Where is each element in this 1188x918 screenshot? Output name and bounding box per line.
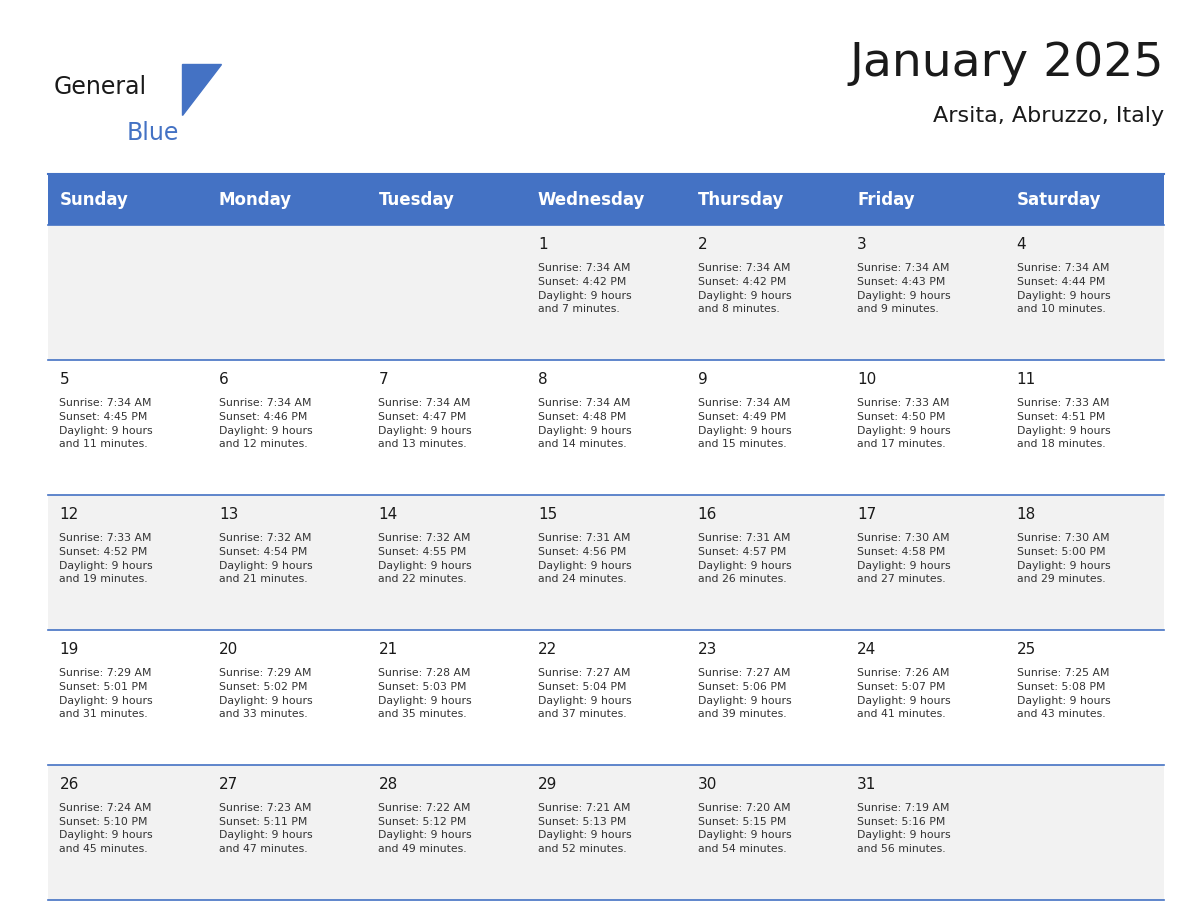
Text: Sunrise: 7:34 AM
Sunset: 4:43 PM
Daylight: 9 hours
and 9 minutes.: Sunrise: 7:34 AM Sunset: 4:43 PM Dayligh…	[857, 263, 950, 314]
Text: Sunrise: 7:25 AM
Sunset: 5:08 PM
Daylight: 9 hours
and 43 minutes.: Sunrise: 7:25 AM Sunset: 5:08 PM Dayligh…	[1017, 668, 1111, 719]
Text: Saturday: Saturday	[1017, 191, 1101, 208]
Text: Friday: Friday	[857, 191, 915, 208]
Text: 20: 20	[219, 642, 238, 656]
Text: 1: 1	[538, 237, 548, 252]
Polygon shape	[182, 64, 221, 115]
Bar	[48, 360, 1164, 495]
Text: 27: 27	[219, 777, 238, 791]
Text: 5: 5	[59, 372, 69, 386]
Text: 28: 28	[379, 777, 398, 791]
Text: Tuesday: Tuesday	[379, 191, 454, 208]
Text: 9: 9	[697, 372, 707, 386]
Text: Sunrise: 7:34 AM
Sunset: 4:44 PM
Daylight: 9 hours
and 10 minutes.: Sunrise: 7:34 AM Sunset: 4:44 PM Dayligh…	[1017, 263, 1111, 314]
Text: 30: 30	[697, 777, 716, 791]
Text: Sunrise: 7:31 AM
Sunset: 4:56 PM
Daylight: 9 hours
and 24 minutes.: Sunrise: 7:31 AM Sunset: 4:56 PM Dayligh…	[538, 533, 632, 584]
Text: Sunrise: 7:30 AM
Sunset: 5:00 PM
Daylight: 9 hours
and 29 minutes.: Sunrise: 7:30 AM Sunset: 5:00 PM Dayligh…	[1017, 533, 1111, 584]
Text: Sunrise: 7:31 AM
Sunset: 4:57 PM
Daylight: 9 hours
and 26 minutes.: Sunrise: 7:31 AM Sunset: 4:57 PM Dayligh…	[697, 533, 791, 584]
Bar	[48, 225, 1164, 360]
Text: 16: 16	[697, 507, 716, 521]
Text: Sunrise: 7:27 AM
Sunset: 5:06 PM
Daylight: 9 hours
and 39 minutes.: Sunrise: 7:27 AM Sunset: 5:06 PM Dayligh…	[697, 668, 791, 719]
Text: Thursday: Thursday	[697, 191, 784, 208]
Text: 12: 12	[59, 507, 78, 521]
Text: 7: 7	[379, 372, 388, 386]
Text: 15: 15	[538, 507, 557, 521]
Text: Sunrise: 7:29 AM
Sunset: 5:01 PM
Daylight: 9 hours
and 31 minutes.: Sunrise: 7:29 AM Sunset: 5:01 PM Dayligh…	[59, 668, 153, 719]
Text: Sunrise: 7:34 AM
Sunset: 4:48 PM
Daylight: 9 hours
and 14 minutes.: Sunrise: 7:34 AM Sunset: 4:48 PM Dayligh…	[538, 398, 632, 449]
Text: Wednesday: Wednesday	[538, 191, 645, 208]
Text: 23: 23	[697, 642, 716, 656]
Text: Sunrise: 7:34 AM
Sunset: 4:45 PM
Daylight: 9 hours
and 11 minutes.: Sunrise: 7:34 AM Sunset: 4:45 PM Dayligh…	[59, 398, 153, 449]
Text: 8: 8	[538, 372, 548, 386]
Text: 26: 26	[59, 777, 78, 791]
Text: Sunrise: 7:26 AM
Sunset: 5:07 PM
Daylight: 9 hours
and 41 minutes.: Sunrise: 7:26 AM Sunset: 5:07 PM Dayligh…	[857, 668, 950, 719]
Text: Sunrise: 7:29 AM
Sunset: 5:02 PM
Daylight: 9 hours
and 33 minutes.: Sunrise: 7:29 AM Sunset: 5:02 PM Dayligh…	[219, 668, 312, 719]
Text: 24: 24	[857, 642, 877, 656]
Text: Sunrise: 7:19 AM
Sunset: 5:16 PM
Daylight: 9 hours
and 56 minutes.: Sunrise: 7:19 AM Sunset: 5:16 PM Dayligh…	[857, 803, 950, 854]
Text: 3: 3	[857, 237, 867, 252]
Text: 25: 25	[1017, 642, 1036, 656]
Text: 6: 6	[219, 372, 228, 386]
Text: 22: 22	[538, 642, 557, 656]
Text: Sunrise: 7:34 AM
Sunset: 4:42 PM
Daylight: 9 hours
and 8 minutes.: Sunrise: 7:34 AM Sunset: 4:42 PM Dayligh…	[697, 263, 791, 314]
Text: 13: 13	[219, 507, 239, 521]
Text: 17: 17	[857, 507, 877, 521]
Bar	[48, 765, 1164, 900]
Text: 18: 18	[1017, 507, 1036, 521]
Text: Sunrise: 7:21 AM
Sunset: 5:13 PM
Daylight: 9 hours
and 52 minutes.: Sunrise: 7:21 AM Sunset: 5:13 PM Dayligh…	[538, 803, 632, 854]
Text: 11: 11	[1017, 372, 1036, 386]
Text: January 2025: January 2025	[849, 41, 1164, 86]
Text: 29: 29	[538, 777, 557, 791]
Text: Monday: Monday	[219, 191, 292, 208]
Bar	[48, 495, 1164, 630]
Text: Sunrise: 7:33 AM
Sunset: 4:52 PM
Daylight: 9 hours
and 19 minutes.: Sunrise: 7:33 AM Sunset: 4:52 PM Dayligh…	[59, 533, 153, 584]
Text: 19: 19	[59, 642, 78, 656]
Text: Sunrise: 7:34 AM
Sunset: 4:42 PM
Daylight: 9 hours
and 7 minutes.: Sunrise: 7:34 AM Sunset: 4:42 PM Dayligh…	[538, 263, 632, 314]
Text: Sunrise: 7:34 AM
Sunset: 4:47 PM
Daylight: 9 hours
and 13 minutes.: Sunrise: 7:34 AM Sunset: 4:47 PM Dayligh…	[379, 398, 472, 449]
Text: Sunrise: 7:34 AM
Sunset: 4:49 PM
Daylight: 9 hours
and 15 minutes.: Sunrise: 7:34 AM Sunset: 4:49 PM Dayligh…	[697, 398, 791, 449]
Text: Sunrise: 7:23 AM
Sunset: 5:11 PM
Daylight: 9 hours
and 47 minutes.: Sunrise: 7:23 AM Sunset: 5:11 PM Dayligh…	[219, 803, 312, 854]
Text: Sunrise: 7:24 AM
Sunset: 5:10 PM
Daylight: 9 hours
and 45 minutes.: Sunrise: 7:24 AM Sunset: 5:10 PM Dayligh…	[59, 803, 153, 854]
Text: 31: 31	[857, 777, 877, 791]
Text: Sunrise: 7:32 AM
Sunset: 4:54 PM
Daylight: 9 hours
and 21 minutes.: Sunrise: 7:32 AM Sunset: 4:54 PM Dayligh…	[219, 533, 312, 584]
Text: Sunrise: 7:28 AM
Sunset: 5:03 PM
Daylight: 9 hours
and 35 minutes.: Sunrise: 7:28 AM Sunset: 5:03 PM Dayligh…	[379, 668, 472, 719]
Text: Sunday: Sunday	[59, 191, 128, 208]
Bar	[48, 630, 1164, 765]
Bar	[48, 174, 1164, 225]
Text: Sunrise: 7:22 AM
Sunset: 5:12 PM
Daylight: 9 hours
and 49 minutes.: Sunrise: 7:22 AM Sunset: 5:12 PM Dayligh…	[379, 803, 472, 854]
Text: Sunrise: 7:27 AM
Sunset: 5:04 PM
Daylight: 9 hours
and 37 minutes.: Sunrise: 7:27 AM Sunset: 5:04 PM Dayligh…	[538, 668, 632, 719]
Text: Sunrise: 7:20 AM
Sunset: 5:15 PM
Daylight: 9 hours
and 54 minutes.: Sunrise: 7:20 AM Sunset: 5:15 PM Dayligh…	[697, 803, 791, 854]
Text: Sunrise: 7:32 AM
Sunset: 4:55 PM
Daylight: 9 hours
and 22 minutes.: Sunrise: 7:32 AM Sunset: 4:55 PM Dayligh…	[379, 533, 472, 584]
Text: General: General	[53, 75, 146, 99]
Text: Sunrise: 7:34 AM
Sunset: 4:46 PM
Daylight: 9 hours
and 12 minutes.: Sunrise: 7:34 AM Sunset: 4:46 PM Dayligh…	[219, 398, 312, 449]
Text: 2: 2	[697, 237, 707, 252]
Text: Sunrise: 7:30 AM
Sunset: 4:58 PM
Daylight: 9 hours
and 27 minutes.: Sunrise: 7:30 AM Sunset: 4:58 PM Dayligh…	[857, 533, 950, 584]
Text: 14: 14	[379, 507, 398, 521]
Text: Sunrise: 7:33 AM
Sunset: 4:50 PM
Daylight: 9 hours
and 17 minutes.: Sunrise: 7:33 AM Sunset: 4:50 PM Dayligh…	[857, 398, 950, 449]
Text: 21: 21	[379, 642, 398, 656]
Text: Blue: Blue	[127, 121, 179, 145]
Text: 10: 10	[857, 372, 877, 386]
Text: 4: 4	[1017, 237, 1026, 252]
Text: Sunrise: 7:33 AM
Sunset: 4:51 PM
Daylight: 9 hours
and 18 minutes.: Sunrise: 7:33 AM Sunset: 4:51 PM Dayligh…	[1017, 398, 1111, 449]
Text: Arsita, Abruzzo, Italy: Arsita, Abruzzo, Italy	[933, 106, 1164, 126]
